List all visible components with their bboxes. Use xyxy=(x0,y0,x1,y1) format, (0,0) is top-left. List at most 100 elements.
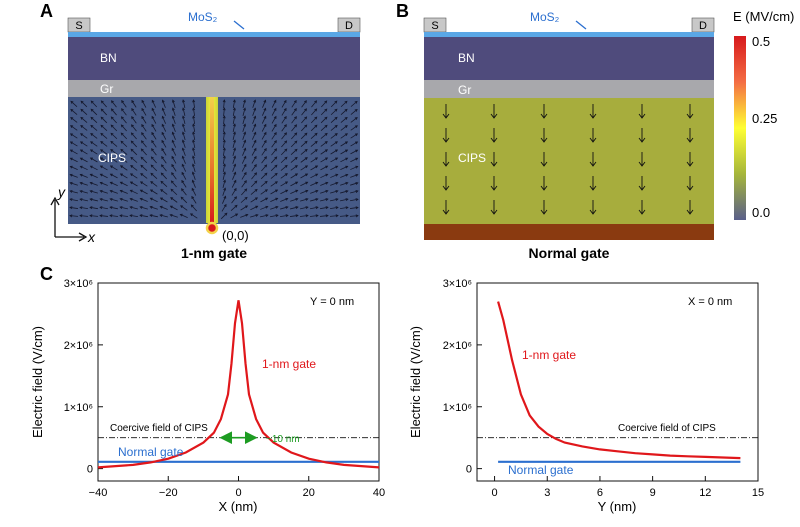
field-arrowhead xyxy=(140,148,144,152)
field-arrow xyxy=(191,204,197,212)
field-arrow xyxy=(301,108,307,116)
field-arrow xyxy=(150,173,158,179)
field-arrowhead xyxy=(295,189,299,193)
field-arrow xyxy=(349,207,359,209)
field-arrowhead xyxy=(264,189,268,193)
field-arrowhead xyxy=(181,131,185,135)
field-arrow xyxy=(281,124,287,132)
field-arrow xyxy=(250,180,258,188)
field-arrowhead xyxy=(191,187,195,191)
down-arrowhead xyxy=(589,185,597,191)
field-arrowhead xyxy=(304,132,308,136)
field-arrow xyxy=(320,141,328,147)
field-arrow xyxy=(330,157,338,163)
field-arrowhead xyxy=(69,198,73,202)
field-arrowhead xyxy=(324,108,328,112)
field-arrowhead xyxy=(324,149,329,153)
field-arrowhead xyxy=(69,157,73,161)
field-arrow xyxy=(99,206,109,210)
field-arrowhead xyxy=(80,108,84,112)
field-arrowhead xyxy=(315,197,319,201)
field-arrow xyxy=(101,100,107,108)
x-tick-label: 0 xyxy=(235,487,241,499)
field-arrow xyxy=(320,133,328,139)
field-arrowhead xyxy=(160,189,164,192)
field-arrowhead xyxy=(111,100,114,104)
field-arrowhead xyxy=(222,139,226,143)
field-arrow xyxy=(130,206,138,210)
field-arrow xyxy=(320,198,328,202)
field-arrowhead xyxy=(274,140,277,144)
down-arrowhead xyxy=(686,185,694,191)
field-arrowhead xyxy=(151,131,155,136)
field-arrow xyxy=(171,164,177,172)
field-arrow xyxy=(111,116,117,124)
field-arrowhead xyxy=(109,173,113,177)
field-arrow xyxy=(162,108,166,116)
field-arrowhead xyxy=(354,133,359,137)
field-arrow xyxy=(242,108,246,116)
field-arrowhead xyxy=(232,115,236,119)
field-arrowhead xyxy=(263,131,267,135)
field-arrowhead xyxy=(80,100,84,104)
field-arrow xyxy=(160,189,168,195)
field-arrowhead xyxy=(120,157,124,160)
field-arrowhead xyxy=(304,148,308,152)
field-arrow xyxy=(121,116,127,124)
field-arrow xyxy=(80,100,88,108)
colorbar-tick-min: 0.0 xyxy=(752,205,770,220)
field-arrowhead xyxy=(69,149,73,153)
field-arrowhead xyxy=(100,141,104,144)
field-arrowhead xyxy=(274,148,278,152)
field-arrowhead xyxy=(273,115,277,119)
field-arrow xyxy=(162,116,166,124)
field-arrow xyxy=(90,100,98,108)
field-arrowhead xyxy=(89,157,93,161)
field-arrow xyxy=(260,206,268,210)
field-arrow xyxy=(151,124,157,132)
cips-layer-uniform xyxy=(424,98,714,224)
field-arrowhead xyxy=(161,99,165,103)
field-arrowhead xyxy=(223,203,227,207)
field-arrowhead xyxy=(150,164,154,168)
y-tick-label: 1×10⁶ xyxy=(443,402,472,414)
field-arrow xyxy=(320,125,328,131)
field-arrow xyxy=(309,215,319,217)
field-arrow xyxy=(290,140,298,148)
field-arrowhead xyxy=(181,163,185,167)
field-arrowhead xyxy=(275,189,279,193)
field-arrowhead xyxy=(345,198,349,202)
one-nm-gate-curve xyxy=(497,301,741,460)
field-arrowhead xyxy=(222,163,226,167)
field-arrowhead xyxy=(70,117,74,120)
field-arrowhead xyxy=(274,164,278,168)
field-arrow xyxy=(242,116,246,124)
field-arrow xyxy=(160,181,168,187)
field-arrowhead xyxy=(235,213,239,217)
field-arrow xyxy=(301,100,307,108)
field-arrow xyxy=(110,206,118,210)
field-arrowhead xyxy=(295,214,299,218)
field-arrowhead xyxy=(181,123,185,127)
field-arrowhead xyxy=(130,148,134,152)
field-arrowhead xyxy=(224,212,228,216)
field-arrow xyxy=(151,148,157,156)
field-arrowhead xyxy=(222,99,226,103)
bn-layer xyxy=(68,37,360,80)
field-arrow xyxy=(70,109,78,115)
field-arrowhead xyxy=(223,179,226,183)
field-arrow xyxy=(141,124,147,132)
field-arrowhead xyxy=(324,124,328,128)
plot-frame xyxy=(476,282,759,482)
field-arrow xyxy=(300,165,308,171)
x-axis-label: x xyxy=(87,229,96,245)
field-arrowhead xyxy=(284,181,289,185)
field-arrow xyxy=(280,173,288,179)
field-arrow xyxy=(350,101,358,107)
field-arrowhead xyxy=(109,206,113,210)
field-arrow xyxy=(220,212,228,220)
field-arrow xyxy=(180,214,188,218)
field-arrow xyxy=(290,148,298,156)
field-arrowhead xyxy=(131,124,134,128)
field-arrow xyxy=(350,117,358,123)
